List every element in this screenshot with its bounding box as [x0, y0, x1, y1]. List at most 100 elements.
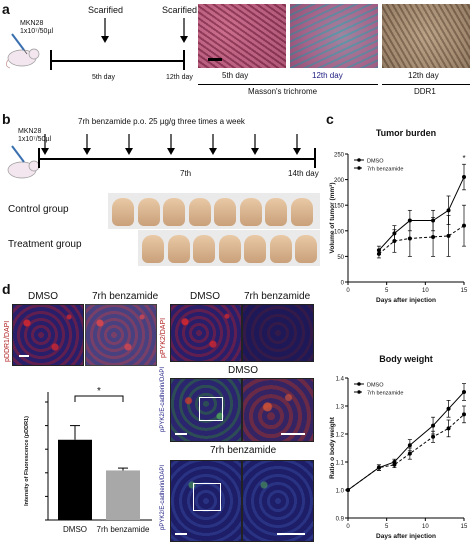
zoom-box: [199, 397, 223, 421]
legend-label: DMSO: [367, 383, 384, 389]
y-tick-label: 150: [334, 204, 345, 210]
legend-label: 7rh benzamide: [367, 391, 403, 397]
mouse-syringe-icon-b: [7, 145, 40, 179]
event-scarified-1: Scarified: [88, 5, 124, 15]
panel-b-letter: b: [2, 111, 11, 127]
bar: [58, 439, 92, 520]
mouse-photo: [295, 235, 317, 263]
timeline-a-end: [183, 50, 185, 70]
x-tick-label: 5: [385, 524, 389, 530]
x-tick-label: 10: [422, 524, 429, 530]
series-line-1: [347, 391, 465, 491]
y-tick-label: 1.0: [336, 489, 345, 495]
mouse-syringe-icon-a: [6, 33, 40, 69]
data-point: [376, 251, 381, 256]
data-point: [462, 412, 466, 417]
chart-title: Tumor burden: [376, 128, 436, 138]
ecad-treated-image: [170, 460, 242, 542]
pddr1-treated-image: [85, 304, 157, 366]
x-axis-label: Days after injection: [376, 297, 436, 304]
legend-marker: [357, 390, 361, 394]
data-point: [392, 462, 397, 467]
data-point: [346, 488, 350, 492]
data-point: [431, 434, 436, 439]
scale-bar: [175, 533, 187, 535]
data-point: [462, 390, 466, 394]
significance-star: *: [97, 386, 101, 397]
arrow-down-icon: [180, 18, 188, 43]
mouse-photo: [163, 198, 185, 226]
mouse-photo: [167, 235, 190, 263]
ecad-dmso-image: [170, 378, 242, 442]
x-tick-label: 0: [346, 524, 350, 530]
data-point: [431, 234, 436, 239]
arrow-down-icon: [293, 134, 301, 155]
panel-a-letter: a: [2, 1, 10, 17]
chart-title: Body weight: [379, 354, 433, 364]
legend-label: DMSO: [367, 159, 384, 165]
timeline-a-start: [50, 50, 52, 70]
timeline-b-end: [314, 148, 316, 168]
data-point: [446, 406, 451, 411]
stain-masson: Masson's trichrome: [248, 87, 318, 96]
event-scarified-2: Scarified: [162, 5, 198, 15]
x-tick-label: 0: [346, 288, 350, 294]
mouse-photo: [112, 198, 134, 226]
vlabel-pddr1: pDDR1/DAPI: [4, 320, 11, 362]
legend-marker: [357, 158, 361, 162]
day-label-12: 12th day: [166, 74, 193, 81]
arrow-down-icon: [83, 134, 91, 155]
img-label-12b: 12th day: [408, 71, 439, 80]
d-treated-label-2: 7rh benzamide: [244, 291, 311, 302]
scale-bar: [175, 433, 187, 435]
arrow-down-icon: [167, 134, 175, 155]
stain-underline-2: [382, 84, 470, 85]
arrow-down-icon: [251, 134, 259, 155]
vlabel-ppyk2: pPYK2/DAPI: [160, 317, 167, 358]
zoom-box: [193, 483, 221, 511]
mouse-photo: [244, 235, 266, 263]
tumor-burden-chart: Tumor burden 0 50 100 150 200 250 0 5 10 15 Days af…: [329, 128, 468, 304]
category-label: DMSO: [63, 525, 87, 534]
legend-marker: [357, 166, 361, 170]
arrow-down-icon: [101, 18, 109, 43]
trichrome-image-day12: [290, 4, 378, 68]
bar: [106, 470, 140, 520]
d-treated-label-1: 7rh benzamide: [92, 291, 159, 302]
category-label: 7rh benzamide: [97, 525, 150, 534]
mouse-photo: [193, 235, 215, 263]
img-label-12a: 12th day: [312, 71, 343, 80]
day-label-14: 14th day: [288, 169, 319, 178]
mouse-photo: [137, 198, 160, 226]
y-tick-label: 1.2: [336, 433, 345, 439]
ecad-treated-zoom-image: [242, 460, 314, 542]
data-point: [376, 465, 381, 470]
d-dmso-label-1: DMSO: [28, 291, 58, 302]
x-tick-label: 10: [422, 288, 429, 294]
y-tick-label: 0.9: [336, 517, 345, 523]
stain-underline-1: [198, 84, 378, 85]
x-tick-label: 15: [461, 524, 468, 530]
x-tick-label: 15: [461, 288, 468, 294]
mouse-photo: [188, 198, 211, 226]
y-tick-label: 1.1: [336, 461, 345, 467]
scale-bar: [208, 58, 222, 61]
data-point: [407, 451, 412, 456]
img-label-5: 5th day: [222, 71, 249, 80]
ppyk2-treated-image: [242, 304, 314, 362]
y-axis-label: Volume of tumor (mm³): [329, 182, 336, 253]
scale-bar: [277, 533, 305, 535]
y-tick-label: 200: [334, 178, 345, 184]
y-tick-label: 1.3: [336, 405, 345, 411]
trichrome-image-day5: [198, 4, 286, 68]
significance-bracket: [74, 395, 124, 402]
d-dmso-label-3: DMSO: [228, 365, 258, 376]
mouse-photo: [218, 235, 241, 263]
control-group-label: Control group: [8, 204, 69, 215]
data-point: [446, 233, 451, 238]
data-point: [431, 423, 436, 428]
x-axis-label: Days after injection: [376, 533, 436, 540]
data-point: [407, 443, 412, 448]
timeline-a: [50, 60, 185, 62]
y-tick-label: 0: [341, 281, 345, 287]
